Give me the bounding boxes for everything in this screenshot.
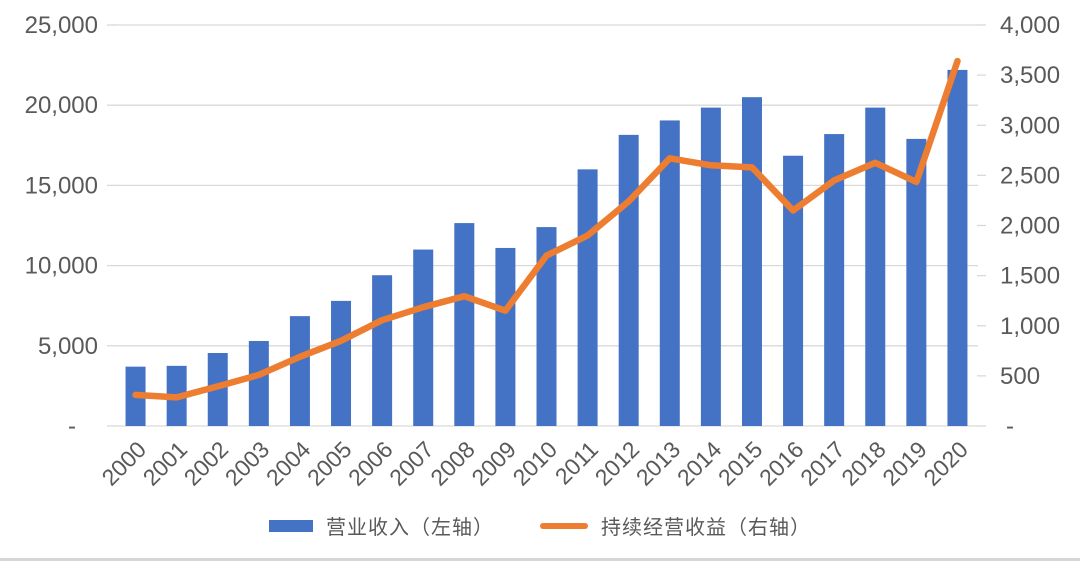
x-axis-label-2016: 2016: [754, 436, 809, 491]
legend-item-income: 持续经营收益（右轴）: [540, 511, 811, 540]
left-axis-label: 25,000: [25, 12, 98, 39]
x-axis-label-2017: 2017: [795, 436, 850, 491]
left-axis-label: -: [68, 413, 76, 440]
legend-label-income: 持续经营收益（右轴）: [601, 517, 811, 539]
x-axis-label-2019: 2019: [877, 436, 932, 491]
x-axis-label-2014: 2014: [672, 436, 727, 491]
right-axis-label: 500: [1000, 363, 1040, 390]
left-axis-label: 10,000: [25, 253, 98, 280]
bar-2008: [454, 223, 475, 426]
right-axis-label: 3,000: [1000, 112, 1060, 139]
x-axis-label-2005: 2005: [302, 436, 357, 491]
bar-2016: [783, 155, 804, 426]
legend-label-revenue: 营业收入（左轴）: [326, 517, 494, 539]
x-axis-label-2000: 2000: [97, 436, 152, 491]
x-axis-label-2006: 2006: [343, 436, 398, 491]
x-axis-label-2012: 2012: [590, 436, 645, 491]
x-axis-label-2015: 2015: [713, 436, 768, 491]
left-axis-label: 20,000: [25, 92, 98, 119]
x-axis-label-2008: 2008: [425, 436, 480, 491]
left-axis-label: 5,000: [38, 333, 98, 360]
x-axis-label-2011: 2011: [550, 436, 603, 489]
bar-2006: [372, 275, 393, 426]
bar-2005: [331, 300, 352, 426]
bar-2010: [536, 227, 557, 426]
right-axis-label: 3,500: [1000, 62, 1060, 89]
x-axis-label-2002: 2002: [179, 436, 234, 491]
x-axis-label-2007: 2007: [384, 436, 439, 491]
bottom-divider: [0, 558, 1080, 561]
bar-2011: [577, 169, 598, 427]
bar-2004: [289, 316, 310, 426]
x-axis-label-2010: 2010: [507, 436, 562, 491]
bar-2020: [947, 69, 968, 427]
right-axis-label: 1,000: [1000, 313, 1060, 340]
x-axis-label-2003: 2003: [220, 436, 275, 491]
x-axis-label-2018: 2018: [836, 436, 891, 491]
bar-2019: [906, 138, 927, 426]
bar-2012: [618, 134, 639, 426]
income-line: [132, 57, 961, 401]
bar-2007: [413, 249, 434, 426]
bar-2003: [248, 340, 269, 426]
x-axis-label-2004: 2004: [261, 436, 316, 491]
x-axis-label-2020: 2020: [918, 436, 973, 491]
right-axis-label: -: [1006, 413, 1014, 440]
bar-2015: [741, 97, 762, 427]
bar-2013: [659, 120, 680, 427]
legend-bar-swatch-icon: [269, 519, 313, 532]
right-axis-label: 2,000: [1000, 213, 1060, 240]
x-axis-label-2013: 2013: [631, 436, 686, 491]
right-axis-label: 1,500: [1000, 263, 1060, 290]
bar-2017: [824, 134, 845, 426]
bar-2014: [700, 107, 721, 426]
x-axis-label-2009: 2009: [466, 436, 521, 491]
left-axis-label: 15,000: [25, 172, 98, 199]
legend: 营业收入（左轴） 持续经营收益（右轴）: [0, 511, 1080, 540]
bar-2009: [495, 247, 516, 426]
right-axis-label: 4,000: [1000, 12, 1060, 39]
bar-2018: [865, 107, 886, 426]
x-axis-label-2001: 2001: [138, 436, 193, 491]
right-axis-label: 2,500: [1000, 162, 1060, 189]
legend-item-revenue: 营业收入（左轴）: [269, 511, 494, 540]
legend-line-swatch-icon: [540, 522, 588, 529]
